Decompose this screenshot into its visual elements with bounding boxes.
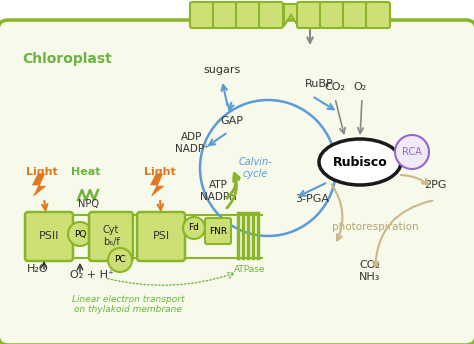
Text: sugars: sugars bbox=[203, 65, 241, 75]
Text: ADP
NADP⁺: ADP NADP⁺ bbox=[175, 132, 210, 154]
Text: NPQ: NPQ bbox=[78, 199, 99, 209]
FancyBboxPatch shape bbox=[320, 2, 344, 28]
Text: Light: Light bbox=[144, 167, 176, 177]
Circle shape bbox=[68, 222, 92, 246]
FancyBboxPatch shape bbox=[25, 212, 73, 261]
Circle shape bbox=[108, 248, 132, 272]
Text: CO₂
NH₃: CO₂ NH₃ bbox=[359, 260, 381, 282]
Text: PSII: PSII bbox=[39, 231, 59, 241]
Text: GAP: GAP bbox=[220, 116, 244, 126]
Text: 2PG: 2PG bbox=[424, 180, 446, 190]
Text: RCA: RCA bbox=[402, 147, 422, 157]
Text: Heat: Heat bbox=[71, 167, 101, 177]
Text: H₂O: H₂O bbox=[27, 264, 49, 274]
Text: PSI: PSI bbox=[153, 231, 170, 241]
Text: ATPase: ATPase bbox=[234, 265, 266, 274]
FancyBboxPatch shape bbox=[190, 2, 214, 28]
FancyBboxPatch shape bbox=[213, 2, 237, 28]
FancyBboxPatch shape bbox=[343, 2, 367, 28]
FancyBboxPatch shape bbox=[366, 2, 390, 28]
Text: Cyt
b₆/f: Cyt b₆/f bbox=[103, 225, 119, 247]
FancyBboxPatch shape bbox=[89, 212, 133, 261]
Text: Fd: Fd bbox=[189, 224, 200, 233]
Text: O₂: O₂ bbox=[354, 82, 366, 92]
FancyBboxPatch shape bbox=[0, 20, 474, 344]
Polygon shape bbox=[284, 4, 298, 26]
Polygon shape bbox=[151, 174, 164, 196]
Text: O₂ + H⁺: O₂ + H⁺ bbox=[70, 270, 114, 280]
FancyBboxPatch shape bbox=[259, 2, 283, 28]
Text: Calvin-
cycle: Calvin- cycle bbox=[238, 157, 272, 179]
FancyBboxPatch shape bbox=[205, 218, 231, 244]
FancyBboxPatch shape bbox=[297, 2, 321, 28]
Text: 3-PGA: 3-PGA bbox=[295, 194, 329, 204]
FancyBboxPatch shape bbox=[137, 212, 185, 261]
Text: CO₂: CO₂ bbox=[325, 82, 346, 92]
Ellipse shape bbox=[319, 139, 401, 185]
Text: Linear electron transport
on thylakoid membrane: Linear electron transport on thylakoid m… bbox=[72, 295, 184, 314]
Text: PC: PC bbox=[114, 256, 126, 265]
Circle shape bbox=[183, 217, 205, 239]
Text: PQ: PQ bbox=[74, 229, 86, 238]
Text: Rubisco: Rubisco bbox=[333, 155, 387, 169]
Text: Light: Light bbox=[26, 167, 58, 177]
Text: FNR: FNR bbox=[209, 226, 227, 236]
Text: RuBP: RuBP bbox=[305, 79, 334, 89]
Polygon shape bbox=[33, 174, 46, 196]
Text: ATP
NADPH: ATP NADPH bbox=[200, 180, 237, 202]
Text: photorespiration: photorespiration bbox=[332, 222, 419, 232]
FancyBboxPatch shape bbox=[236, 2, 260, 28]
Text: Chloroplast: Chloroplast bbox=[22, 52, 112, 66]
Circle shape bbox=[395, 135, 429, 169]
